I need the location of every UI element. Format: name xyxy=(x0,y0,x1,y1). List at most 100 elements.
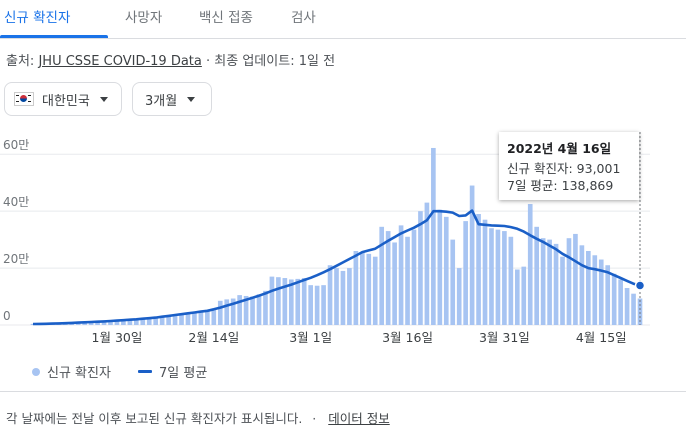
tab-tests[interactable]: 검사 xyxy=(291,10,316,26)
bar xyxy=(140,318,146,325)
bar xyxy=(269,276,275,325)
bar xyxy=(392,242,397,325)
bar xyxy=(495,229,501,325)
bar xyxy=(250,296,255,325)
bar xyxy=(586,251,591,325)
bar xyxy=(592,255,598,325)
bar xyxy=(418,211,423,325)
bar xyxy=(224,299,230,325)
bar xyxy=(411,229,417,325)
bar xyxy=(205,310,210,325)
bar xyxy=(295,278,301,325)
legend-average[interactable]: 7일 평균 xyxy=(138,362,207,381)
tooltip-date: 2022년 4월 16일 xyxy=(507,141,612,156)
bar xyxy=(172,314,178,325)
bar xyxy=(108,320,113,325)
bar xyxy=(114,320,120,325)
bar xyxy=(88,321,94,325)
bar xyxy=(276,277,281,325)
x-tick-label: 3월 1일 xyxy=(289,330,332,345)
bar xyxy=(398,225,404,325)
y-tick-label: 40만 xyxy=(3,195,29,209)
bar xyxy=(321,285,326,325)
legend-dot-icon xyxy=(32,367,40,376)
footer-note: 각 날짜에는 전날 이후 보고된 신규 확진자가 표시됩니다. · 데이터 정보 xyxy=(6,408,390,427)
bar xyxy=(288,279,294,325)
chart-tooltip: 2022년 4월 16일 신규 확진자: 93,001 7일 평균: 138,8… xyxy=(499,132,639,200)
footer-text: 각 날짜에는 전날 이후 보고된 신규 확진자가 표시됩니다. xyxy=(6,411,303,426)
y-tick-label: 60만 xyxy=(3,138,29,152)
country-dropdown[interactable]: 대한민국 xyxy=(4,82,122,116)
bar xyxy=(327,265,333,325)
bar xyxy=(437,209,443,325)
bar xyxy=(30,323,36,325)
bar xyxy=(353,251,359,325)
bar xyxy=(121,320,126,325)
source-prefix: 출처: xyxy=(6,54,35,69)
bar xyxy=(334,268,339,325)
bar xyxy=(192,313,197,325)
bar xyxy=(101,321,107,325)
bar xyxy=(95,321,100,325)
x-tick-label: 3월 31일 xyxy=(479,330,530,345)
bar xyxy=(611,273,617,325)
divider xyxy=(0,391,686,392)
bar xyxy=(489,228,494,325)
bar xyxy=(263,290,268,325)
bar xyxy=(166,315,171,325)
bar xyxy=(159,316,165,325)
x-tick-label: 4월 15일 xyxy=(576,330,627,345)
source-separator: · xyxy=(206,54,211,69)
range-dropdown-label: 3개월 xyxy=(145,93,178,109)
legend-new-cases[interactable]: 신규 확진자 xyxy=(32,362,111,381)
legend-new-cases-label: 신규 확진자 xyxy=(47,366,111,381)
bar xyxy=(153,317,159,325)
bar xyxy=(527,204,533,325)
bar xyxy=(540,238,546,325)
x-tick-label: 3월 16일 xyxy=(382,330,433,345)
last-updated: 최종 업데이트: 1일 전 xyxy=(214,54,336,69)
bar xyxy=(379,226,385,325)
bar xyxy=(573,233,578,325)
chevron-down-icon xyxy=(99,96,108,102)
bar xyxy=(217,300,223,325)
tab-deaths[interactable]: 사망자 xyxy=(125,10,163,26)
bar xyxy=(443,216,449,325)
bar xyxy=(521,266,527,325)
bar xyxy=(431,147,436,325)
cases-chart[interactable]: 0 20만 40만 60만 1월 30일 2월 14일 3월 1일 3월 16일 3월 31일… xyxy=(0,130,686,352)
source-line: 출처: JHU CSSE COVID-19 Data · 최종 업데이트: 1일… xyxy=(6,50,335,69)
y-tick-label: 20만 xyxy=(3,252,29,266)
bar xyxy=(637,298,643,325)
bar xyxy=(547,239,552,325)
bar xyxy=(618,279,623,325)
legend-line-icon xyxy=(138,370,152,373)
bar xyxy=(243,295,249,325)
bar xyxy=(133,319,139,325)
bar xyxy=(230,298,236,325)
bar xyxy=(198,312,204,325)
bar xyxy=(598,259,604,325)
range-dropdown[interactable]: 3개월 xyxy=(132,82,212,116)
footer-separator: · xyxy=(312,411,317,426)
bar xyxy=(314,285,320,325)
bar xyxy=(405,236,410,325)
x-tick-label: 1월 30일 xyxy=(92,330,143,345)
active-tab-indicator xyxy=(0,35,108,38)
bar xyxy=(469,185,475,325)
bar xyxy=(508,236,514,325)
bar xyxy=(553,243,559,325)
tab-vaccinations[interactable]: 백신 접종 xyxy=(199,10,253,26)
bar xyxy=(631,293,636,325)
data-info-link[interactable]: 데이터 정보 xyxy=(328,411,390,426)
tab-new-cases[interactable]: 신규 확진자 xyxy=(4,10,71,26)
hover-point xyxy=(634,280,646,291)
tooltip-average: 7일 평균: 138,869 xyxy=(507,178,614,193)
bar xyxy=(605,265,611,325)
bar xyxy=(301,278,307,325)
bar xyxy=(372,256,378,325)
source-link[interactable]: JHU CSSE COVID-19 Data xyxy=(38,54,202,69)
bar xyxy=(347,268,352,325)
seven-day-average-line xyxy=(32,209,641,326)
country-dropdown-label: 대한민국 xyxy=(42,93,90,109)
